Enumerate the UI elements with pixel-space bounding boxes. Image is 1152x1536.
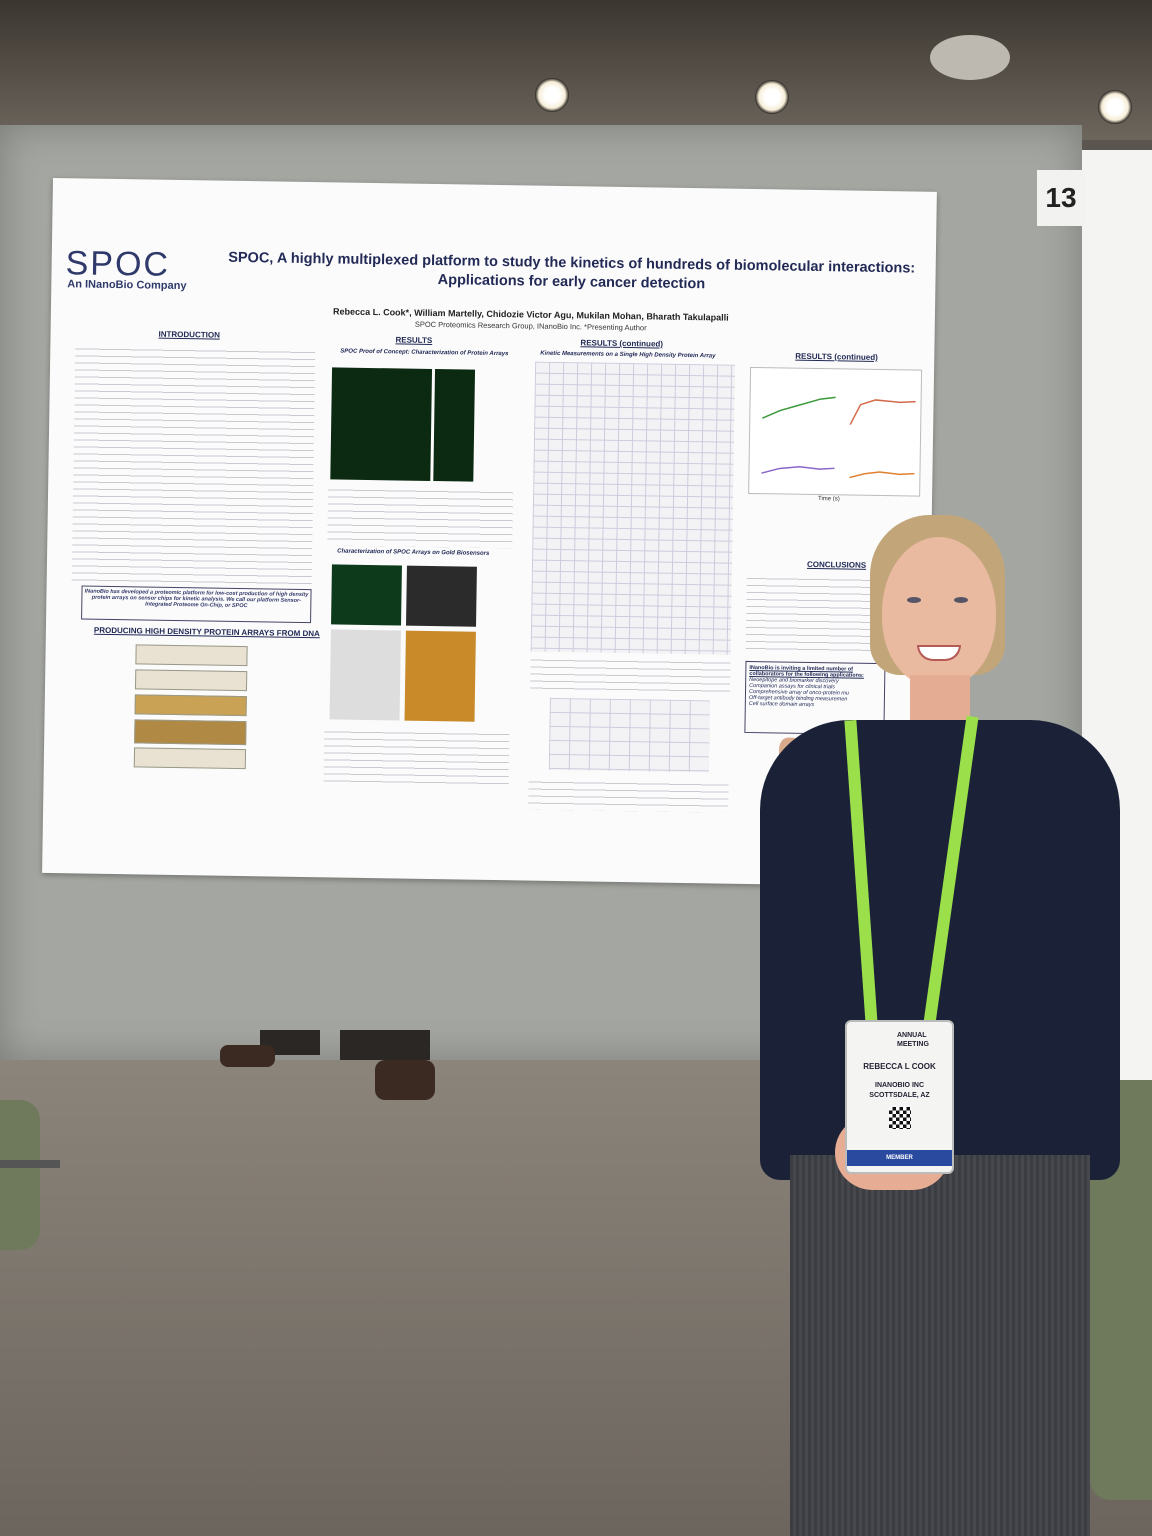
kinetic-plots-svg [761,396,916,479]
shoe [375,1060,435,1100]
presenter: ANNUAL MEETING REBECCA L COOK INANOBIO I… [740,515,1140,1536]
ceiling-light [755,80,789,114]
serum-curve-c [761,466,835,474]
chair-frame [0,1160,60,1168]
section-results-continued: RESULTS (continued) [580,338,664,349]
badge-event-line2: MEETING [897,1041,929,1048]
ceiling-light [1098,90,1132,124]
ceiling-vent [930,35,1010,80]
diagram-step [135,644,248,667]
badge-company: INANOBIO INC [875,1082,924,1089]
specificity-sensorgram-grid [548,697,710,773]
section-results-continued-2: RESULTS (continued) [795,351,878,362]
gold-sensor-image-c [329,629,401,721]
proof-of-concept-heading: SPOC Proof of Concept: Characterization … [340,348,509,358]
fluorescent-array-image [433,369,476,482]
figure-5-caption [528,777,729,813]
serum-curve-b [849,399,916,425]
section-results: RESULTS [395,335,433,345]
eye [954,597,968,603]
kinetic-plots [748,366,923,497]
figure-4-caption [529,655,731,697]
badge-type: MEMBER [847,1150,952,1166]
chair-left [0,1100,40,1250]
diagram-step [133,747,247,770]
badge-location: SCOTTSDALE, AZ [869,1092,930,1099]
research-poster: SPOC An INanoBio Company SPOC, A highly … [42,178,937,887]
gold-biosensors-heading: Characterization of SPOC Arrays on Gold … [337,548,490,557]
intro-text [71,344,316,589]
kinetic-heading: Kinetic Measurements on a Single High De… [540,350,716,360]
eye [907,597,921,603]
callout-box: INanoBio has developed a proteomic platf… [81,585,312,624]
gold-sensor-image-b [406,565,477,627]
diagram-step [134,669,248,692]
plot-x-axis-label: Time (s) [818,496,840,503]
smile [917,645,961,661]
diagram-step [134,719,247,746]
badge-name: REBECCA L COOK [863,1062,936,1071]
kinetic-sensorgram-grid [530,361,736,655]
figure-3-caption [323,727,510,786]
booth-number: 13 [1037,170,1085,226]
fluorescent-array-image [330,367,433,481]
diagram-step [134,694,247,717]
ceiling-light [535,78,569,112]
poster-logo-subtitle: An INanoBio Company [67,278,187,293]
section-producing: PRODUCING HIGH DENSITY PROTEIN ARRAYS FR… [93,625,320,639]
serum-curve-d [849,471,915,479]
poster-title: SPOC, A highly multiplexed platform to s… [228,249,916,293]
serum-curve-a [762,396,836,419]
ceiling [0,0,1152,140]
gold-chip-photo [404,630,476,722]
gold-sensor-image-a [331,564,402,626]
badge-event-line1: ANNUAL [897,1032,927,1039]
shoe [220,1045,275,1067]
pants [790,1155,1090,1536]
badge-qr-code [889,1107,911,1129]
section-introduction: INTRODUCTION [158,329,220,340]
figure-2-caption [327,485,514,549]
passerby-legs [220,1030,450,1100]
face [882,537,996,687]
name-badge: ANNUAL MEETING REBECCA L COOK INANOBIO I… [845,1020,954,1174]
